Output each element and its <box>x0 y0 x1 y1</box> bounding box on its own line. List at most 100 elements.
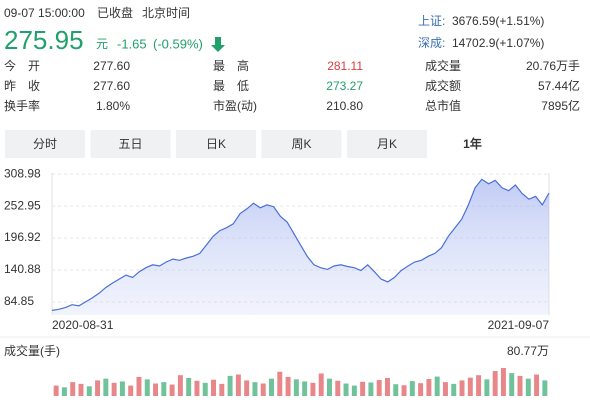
timezone: 北京时间 <box>142 6 190 20</box>
volume-bar <box>534 374 540 396</box>
y-tick-label: 196.92 <box>4 230 41 244</box>
stat-label: 总市值 <box>425 98 461 113</box>
tab-label[interactable]: 月K <box>377 137 397 151</box>
y-tick-label: 308.98 <box>4 166 41 180</box>
tab-label[interactable]: 1年 <box>463 136 482 151</box>
tab-label[interactable]: 分时 <box>33 137 57 151</box>
stat-value: 277.60 <box>93 59 130 73</box>
y-tick-label: 252.95 <box>4 198 41 212</box>
volume-bar <box>492 371 498 396</box>
volume-bar <box>451 383 457 396</box>
volume-bar <box>86 386 92 396</box>
y-tick-label: 140.88 <box>4 262 41 276</box>
volume-bar <box>476 375 482 396</box>
volume-bar <box>252 382 258 396</box>
index-name: 上证: <box>418 14 445 28</box>
tab[interactable] <box>5 130 85 158</box>
volume-bar <box>95 380 101 396</box>
tab[interactable] <box>90 130 171 158</box>
volume-bar <box>542 380 548 396</box>
volume-bar <box>70 382 76 396</box>
volume-title: 成交量(手) <box>4 343 60 358</box>
volume-bar <box>327 378 332 396</box>
volume-bar <box>53 385 59 396</box>
stat-value: 7895亿 <box>541 98 580 113</box>
volume-bar <box>202 382 208 396</box>
volume-bar <box>418 383 424 396</box>
stat-value: 210.80 <box>326 99 363 113</box>
tab[interactable] <box>432 130 513 158</box>
volume-bar <box>186 377 192 396</box>
volume-bar <box>128 385 134 396</box>
index-value: 3676.59(+1.51%) <box>452 14 544 28</box>
tab[interactable] <box>261 130 342 158</box>
stat-value: 57.44亿 <box>538 78 580 93</box>
tab-label[interactable]: 日K <box>206 137 226 151</box>
volume-bar <box>434 376 440 396</box>
volume-bar <box>368 382 374 396</box>
tabs: 分时 五日 日K 周K 月K 1年 <box>5 130 513 158</box>
y-tick-label: 84.85 <box>4 294 34 308</box>
volume-bar <box>177 375 183 396</box>
change: -1.65 <box>117 36 147 51</box>
volume-bar <box>525 378 531 396</box>
volume-bar <box>442 382 448 396</box>
x-end-label: 2021-09-07 <box>488 318 550 332</box>
tab-label[interactable]: 五日 <box>118 137 142 151</box>
datetime: 09-07 15:00:00 <box>4 6 85 20</box>
volume-bar <box>235 374 241 396</box>
volume-bar <box>318 373 324 396</box>
stat-value: 277.60 <box>93 79 130 93</box>
volume-bar <box>269 378 274 396</box>
volume-bar <box>153 383 159 396</box>
volume-bar <box>401 385 407 396</box>
volume-bar <box>61 387 67 396</box>
tab[interactable] <box>347 130 427 158</box>
volume-bar <box>484 379 490 396</box>
volume-bar <box>310 382 316 396</box>
volume-bar <box>144 379 150 396</box>
volume-bar <box>219 383 225 396</box>
volume-bar <box>517 375 523 396</box>
volume-bar <box>78 383 84 396</box>
volume-bar <box>335 380 341 396</box>
volume-bar <box>161 382 167 396</box>
change-pct: (-0.59%) <box>153 36 203 51</box>
volume-bar <box>426 379 432 396</box>
volume-bar <box>103 378 109 396</box>
stat-label: 市盈(动) <box>213 98 257 113</box>
stat-value: 281.11 <box>327 59 363 73</box>
volume-bar <box>302 381 308 396</box>
status: 已收盘 <box>97 5 133 20</box>
volume-bar <box>136 376 142 396</box>
volume-bar <box>194 380 200 396</box>
price: 275.95 <box>4 25 84 55</box>
volume-bar <box>360 381 366 396</box>
volume-bar <box>111 382 117 396</box>
stat-label: 成交额 <box>425 78 461 93</box>
volume-bar <box>393 384 399 396</box>
volume-bar <box>409 381 415 396</box>
volume-max: 80.77万 <box>507 344 549 358</box>
stat-label: 成交量 <box>425 58 461 73</box>
volume-bar <box>351 385 357 396</box>
stat-label: 今 开 <box>4 58 40 73</box>
unit: 元 <box>96 37 108 51</box>
volume-bar <box>376 380 382 396</box>
volume-bar <box>211 379 217 396</box>
volume-bar <box>260 383 266 396</box>
stat-value: 1.80% <box>96 99 130 113</box>
volume-bar <box>509 373 515 396</box>
tab[interactable] <box>176 130 256 158</box>
price-line <box>51 178 550 311</box>
stat-label: 最 低 <box>213 79 249 93</box>
volume-bar <box>384 377 390 396</box>
volume-bar <box>293 379 299 396</box>
down-arrow <box>211 37 225 52</box>
volume-bar <box>244 380 250 396</box>
index-name: 深成: <box>418 36 445 50</box>
tab-label[interactable]: 周K <box>291 137 311 151</box>
volume-bar <box>467 377 473 396</box>
